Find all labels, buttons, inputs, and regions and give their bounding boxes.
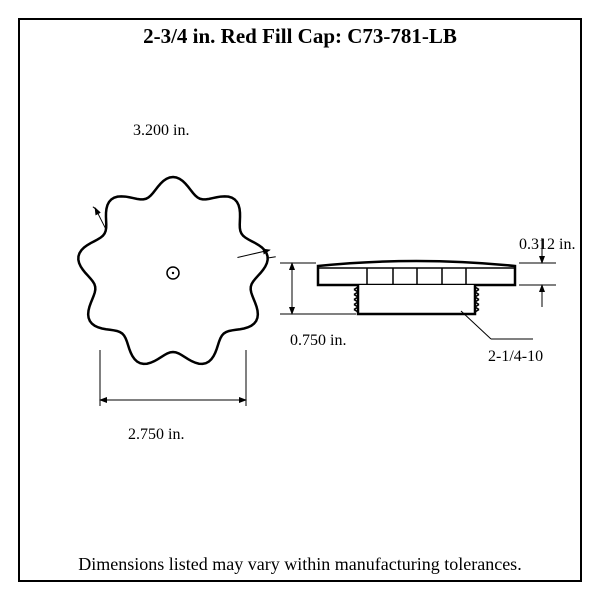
dim-total-height: 0.750 in. — [290, 332, 346, 350]
drawing-footer: Dimensions listed may vary within manufa… — [0, 554, 600, 575]
dim-outer-dia: 3.200 in. — [133, 122, 189, 140]
dim-inner-dia: 2.750 in. — [128, 426, 184, 444]
engineering-drawing — [18, 18, 582, 582]
dim-thread: 2-1/4-10 — [488, 348, 543, 366]
dim-cap-height: 0.312 in. — [519, 236, 575, 254]
